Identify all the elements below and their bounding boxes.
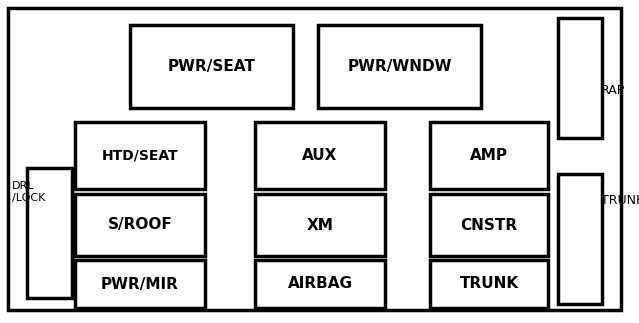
Text: AMP: AMP [470,148,508,163]
Text: RAP: RAP [601,84,625,97]
Bar [75,194,205,256]
Bar [558,174,602,304]
Bar [318,25,481,108]
Text: CNSTR: CNSTR [461,217,518,233]
Bar [430,122,548,189]
Text: PWR/SEAT: PWR/SEAT [167,59,256,74]
Bar [27,168,72,298]
Bar [255,260,385,308]
Bar [558,18,602,138]
Text: TRUNK: TRUNK [459,276,519,291]
Bar [75,260,205,308]
Text: DRL
/LOCK: DRL /LOCK [12,181,45,203]
Bar [430,194,548,256]
Bar [255,122,385,189]
Text: TRUNK: TRUNK [601,193,639,206]
Text: HTD/SEAT: HTD/SEAT [102,149,178,162]
Bar [130,25,293,108]
Text: PWR/WNDW: PWR/WNDW [347,59,452,74]
Text: PWR/MIR: PWR/MIR [101,276,179,291]
Text: AUX: AUX [302,148,337,163]
Bar [75,122,205,189]
Bar [430,260,548,308]
Text: AIRBAG: AIRBAG [288,276,353,291]
Text: XM: XM [307,217,334,233]
Bar [255,194,385,256]
Text: S/ROOF: S/ROOF [107,217,173,233]
